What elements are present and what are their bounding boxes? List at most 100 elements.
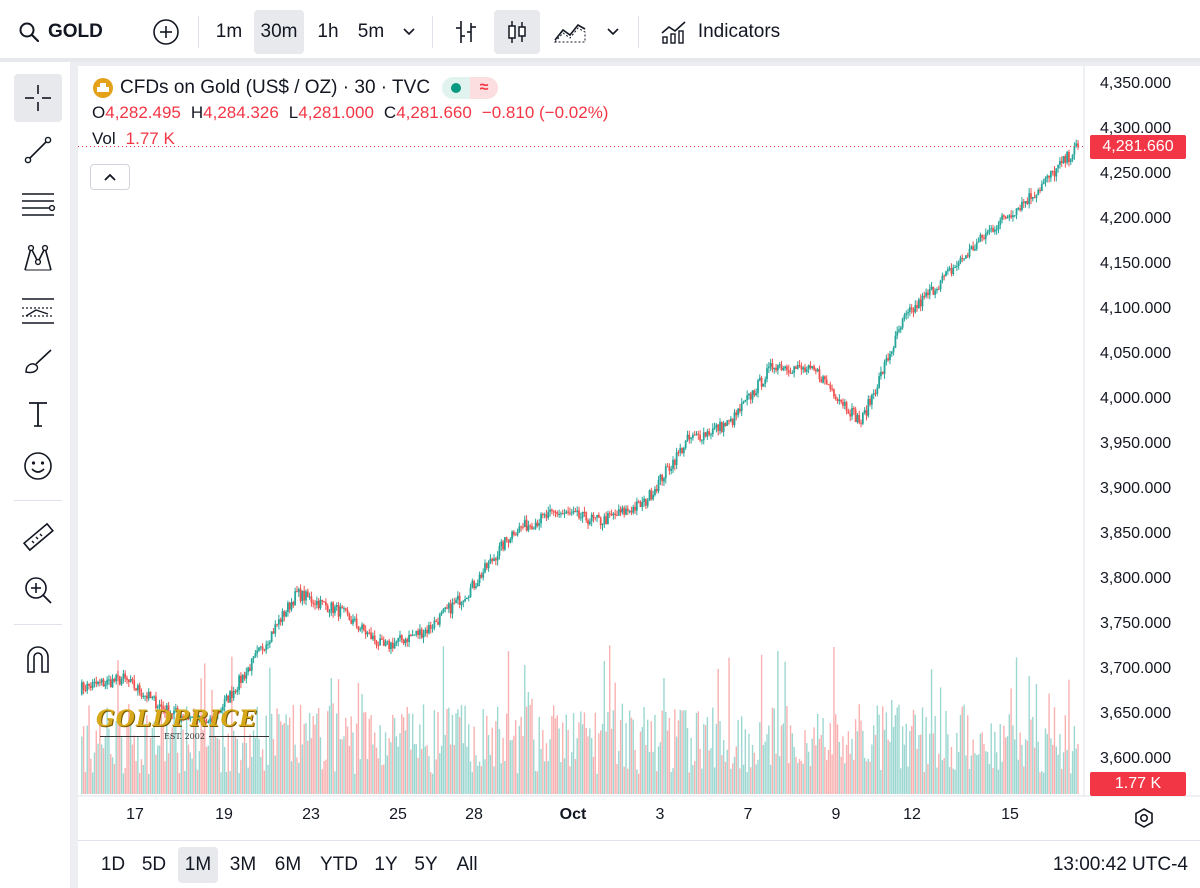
range-5d[interactable]: 5D (141, 854, 167, 875)
volume-bar (341, 739, 343, 794)
candle-body (267, 643, 269, 645)
volume-bar (869, 761, 871, 794)
volume-bar (1066, 749, 1068, 794)
interval-30m[interactable]: 30m (254, 10, 304, 54)
candle-body (277, 619, 280, 625)
emoji-tool[interactable] (14, 442, 62, 490)
candle-body (892, 347, 895, 352)
volume-bar (994, 731, 996, 794)
chart-style-dropdown[interactable] (600, 10, 626, 54)
volume-bar (475, 755, 477, 794)
interval-5m[interactable]: 5m (357, 21, 385, 42)
candle-body (382, 639, 385, 646)
candle-body (798, 364, 801, 367)
interval-dropdown[interactable] (396, 10, 422, 54)
range-1d[interactable]: 1D (100, 854, 126, 875)
volume-bar (439, 753, 441, 794)
volume-bar (721, 755, 723, 794)
volume-bar (552, 705, 555, 794)
candle-body (847, 410, 850, 414)
fib-retracement-tool[interactable] (14, 180, 62, 228)
area-chart-style-button[interactable] (548, 10, 592, 54)
brush-tool[interactable] (14, 338, 62, 386)
volume-bar (988, 763, 991, 794)
volume-bar (880, 770, 882, 794)
range-3m[interactable]: 3M (229, 854, 257, 875)
volume-bar (525, 706, 528, 794)
candle-body (992, 228, 994, 232)
symbol-name: GOLD (48, 21, 103, 42)
range-1y[interactable]: 1Y (374, 854, 398, 875)
separator (638, 16, 639, 48)
crosshair-tool[interactable] (14, 74, 62, 122)
volume-bar (918, 734, 920, 794)
bar-chart-style-button[interactable] (444, 10, 488, 54)
range-6m[interactable]: 6M (274, 854, 302, 875)
volume-bar (457, 709, 459, 794)
candle-body (722, 423, 725, 432)
trend-line-tool[interactable] (14, 126, 62, 174)
candle-body (493, 558, 495, 562)
range-all[interactable]: All (456, 854, 478, 875)
range-1m[interactable]: 1M (178, 847, 218, 883)
volume-bar (120, 737, 123, 794)
volume-bar (878, 714, 880, 794)
clock-timezone[interactable]: 13:00:42 UTC-4 (1052, 854, 1188, 875)
volume-bar (399, 733, 401, 794)
candle-body (144, 695, 146, 697)
candle-body (955, 266, 958, 268)
volume-bar (185, 706, 188, 794)
candle-body (498, 546, 501, 556)
candle-body (151, 697, 154, 699)
zoom-in-tool[interactable] (14, 566, 62, 614)
volume-bar (578, 722, 580, 794)
measure-tool[interactable] (14, 514, 62, 562)
candle-body (456, 595, 459, 600)
candlestick-icon (508, 21, 526, 43)
volume-bar (891, 699, 893, 794)
magnet-tool[interactable] (14, 636, 62, 684)
candle-body (592, 514, 595, 518)
candle-body (576, 510, 579, 512)
candle-body (509, 539, 512, 543)
price-chart[interactable] (78, 66, 1200, 840)
volume-bar (806, 743, 808, 794)
volume-bar (330, 678, 333, 794)
collapse-legend-button[interactable] (90, 164, 130, 190)
candle-body (462, 601, 465, 603)
candle-body (952, 267, 955, 274)
volume-bar (789, 725, 792, 794)
interval-1h[interactable]: 1h (317, 21, 339, 42)
candle-body (1001, 215, 1003, 220)
text-tool[interactable] (14, 390, 62, 438)
volume-bar (847, 731, 850, 794)
candles-chart-style-button[interactable] (494, 10, 540, 54)
candle-body (961, 257, 964, 259)
range-ytd[interactable]: YTD (320, 854, 358, 875)
volume-label: Vol (92, 129, 116, 148)
volume-bar (408, 713, 410, 794)
candle-body (115, 675, 118, 682)
chart-settings-button[interactable] (1130, 804, 1158, 832)
candle-body (438, 614, 441, 625)
indicators-button[interactable]: Indicators (650, 10, 790, 54)
compare-button[interactable] (148, 10, 184, 54)
forecasting-tool[interactable] (14, 286, 62, 334)
candle-body (726, 420, 729, 426)
interval-1m[interactable]: 1m (215, 21, 243, 42)
symbol-search[interactable]: GOLD (12, 10, 152, 54)
volume-bar (195, 726, 197, 794)
status-pill[interactable]: ≈ (442, 77, 499, 99)
volume-bar (741, 716, 743, 794)
volume-bar (193, 708, 195, 794)
volume-bar (874, 734, 877, 794)
volume-bar (701, 768, 703, 794)
candle-body (207, 721, 210, 723)
candle-body (303, 590, 306, 601)
candle-body (366, 632, 369, 635)
range-5y[interactable]: 5Y (414, 854, 438, 875)
pattern-tool[interactable] (14, 234, 62, 282)
candle-body (1040, 183, 1043, 191)
volume-bar (605, 731, 607, 794)
chart-pane[interactable]: CFDs on Gold (US$ / OZ) · 30 · TVC ≈ O 4… (78, 66, 1200, 840)
